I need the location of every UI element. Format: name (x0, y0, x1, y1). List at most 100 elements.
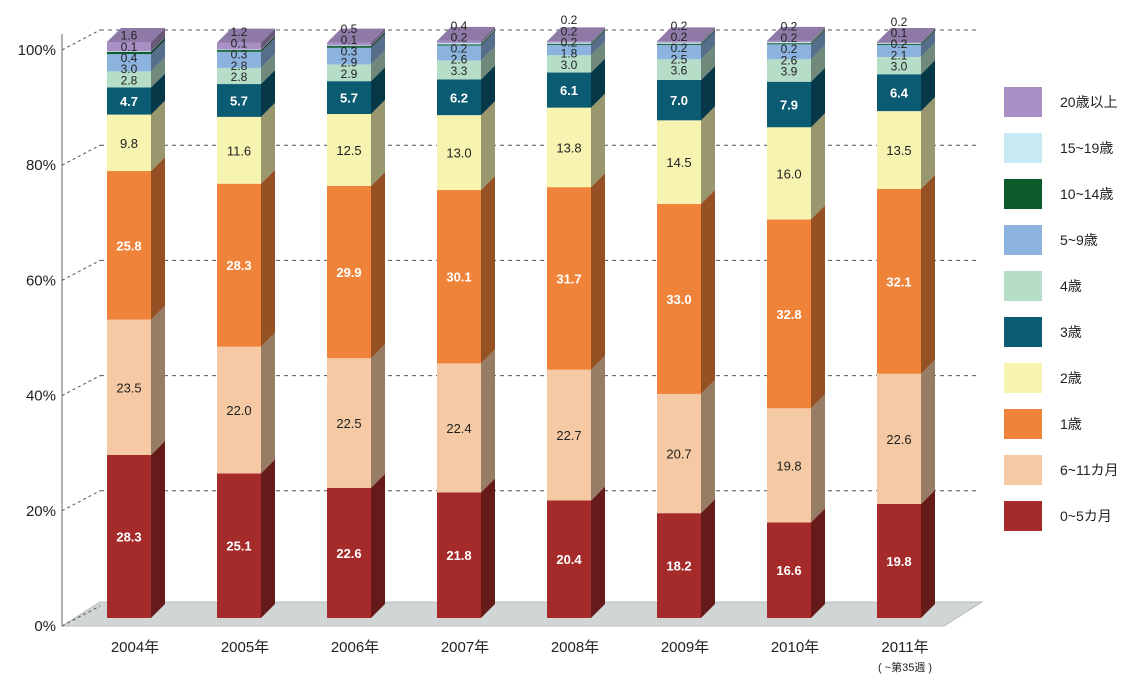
x-tick-label: 2007年 (441, 639, 489, 656)
data-label: 22.7 (556, 428, 581, 443)
data-label: 19.8 (886, 554, 911, 569)
bar-segment (437, 43, 481, 45)
bar-segment-side (371, 67, 385, 114)
bar-top (767, 26, 825, 41)
legend-swatch (1004, 133, 1042, 163)
data-label: 3.0 (891, 60, 908, 74)
bar-segment (217, 42, 261, 50)
bar-segment (547, 43, 591, 45)
bar-segment (767, 44, 811, 60)
bar-segment (107, 114, 151, 172)
bar-top (217, 28, 275, 43)
data-label: 3.9 (781, 65, 798, 79)
data-label: 6.4 (890, 86, 909, 101)
bar-segment (217, 473, 261, 618)
bar-segment (657, 42, 701, 44)
bar-segment (547, 55, 591, 73)
bar-segment-side (371, 28, 385, 46)
y-tick-label: 0% (34, 618, 56, 635)
data-label: 32.1 (886, 274, 911, 289)
data-label: 29.9 (336, 265, 361, 280)
bar-group: 20.422.731.713.86.13.01.80.20.20.2 (547, 13, 605, 618)
bar-segment-side (151, 57, 165, 88)
bar-segment-side (811, 26, 825, 42)
bar-group: 25.122.028.311.65.72.82.80.30.11.2 (217, 25, 275, 618)
bar-top (547, 27, 605, 42)
bar-segment-side (151, 28, 165, 52)
legend-item: 20歳以上 (1004, 87, 1140, 117)
bar-segment-side (151, 157, 165, 320)
legend-label: 15~19歳 (1060, 140, 1114, 156)
bar-segment-side (261, 332, 275, 474)
legend-item: 10~14歳 (1004, 179, 1140, 209)
data-label: 30.1 (446, 270, 471, 285)
bar-segment (547, 41, 591, 43)
legend-item: 3歳 (1004, 317, 1140, 347)
bar-segment (877, 43, 921, 45)
bar-group: 28.3 23.5 25.8 9.8 4.7 2.83.00.40.11.6 (107, 28, 165, 618)
legend-swatch (1004, 179, 1042, 209)
bar-segment (877, 42, 921, 44)
bar-segment-side (151, 305, 165, 455)
bar-segment (657, 41, 701, 43)
floor-plane (60, 601, 984, 627)
bar-segment-side (701, 30, 715, 60)
bar-segment (547, 42, 591, 44)
bar-segment-side (151, 37, 165, 52)
bar-group: 16.619.832.816.07.93.92.60.20.20.2 (767, 20, 825, 618)
bar-segment-side (591, 41, 605, 73)
bar-segment-side (151, 73, 165, 115)
bar-segment (437, 115, 481, 191)
bar-segment (877, 44, 921, 57)
data-label: 2.9 (341, 56, 358, 70)
bar-segment (327, 64, 371, 82)
legend-item: 0~5カ月 (1004, 501, 1140, 531)
bar-segment (547, 500, 591, 618)
data-label: 21.8 (446, 548, 471, 563)
data-label: 2.8 (231, 70, 248, 84)
bar-segment-side (701, 66, 715, 121)
data-label: 9.8 (120, 136, 138, 151)
legend-label: 5~9歳 (1060, 232, 1098, 248)
data-label: 22.6 (886, 432, 911, 447)
bar-segment-side (591, 93, 605, 188)
bar-segment-side (811, 508, 825, 618)
y-tick-label: 20% (26, 503, 56, 520)
bar-segment-side (591, 28, 605, 44)
bar-segment-side (371, 100, 385, 186)
gridline-connector (61, 605, 101, 627)
bar-segment-side (591, 30, 605, 56)
bar-segment-side (261, 169, 275, 347)
data-label: 0.1 (231, 36, 248, 50)
bar-segment-side (481, 478, 495, 618)
bar-segment (107, 171, 151, 320)
bar-segment-side (151, 440, 165, 618)
data-label: 0.2 (561, 13, 578, 27)
legend-item: 6~11カ月 (1004, 455, 1140, 485)
bar-segment-side (701, 45, 715, 81)
data-label: 33.0 (666, 292, 691, 307)
bar-segment-side (261, 36, 275, 52)
bar-segment-side (811, 29, 825, 45)
gridline-connector (61, 490, 101, 512)
data-label: 0.4 (121, 51, 138, 65)
data-label: 13.8 (556, 140, 581, 155)
bar-segment-side (701, 499, 715, 618)
legend-item: 4歳 (1004, 271, 1140, 301)
legend-label: 20歳以上 (1060, 94, 1118, 110)
bar-group: 22.622.529.912.55.72.92.90.30.10.5 (327, 22, 385, 618)
bar-segment (657, 120, 701, 204)
data-label: 0.2 (561, 24, 578, 38)
bar-top (437, 26, 495, 41)
bar-segment (547, 107, 591, 188)
bar-segment-side (921, 60, 935, 112)
bar-segment-side (261, 70, 275, 117)
data-label: 2.1 (891, 48, 908, 62)
data-label: 1.2 (231, 25, 248, 39)
bar-segment (877, 56, 921, 75)
bar-segment (767, 59, 811, 82)
bar-segment-side (921, 29, 935, 45)
y-tick-label: 80% (26, 157, 56, 174)
